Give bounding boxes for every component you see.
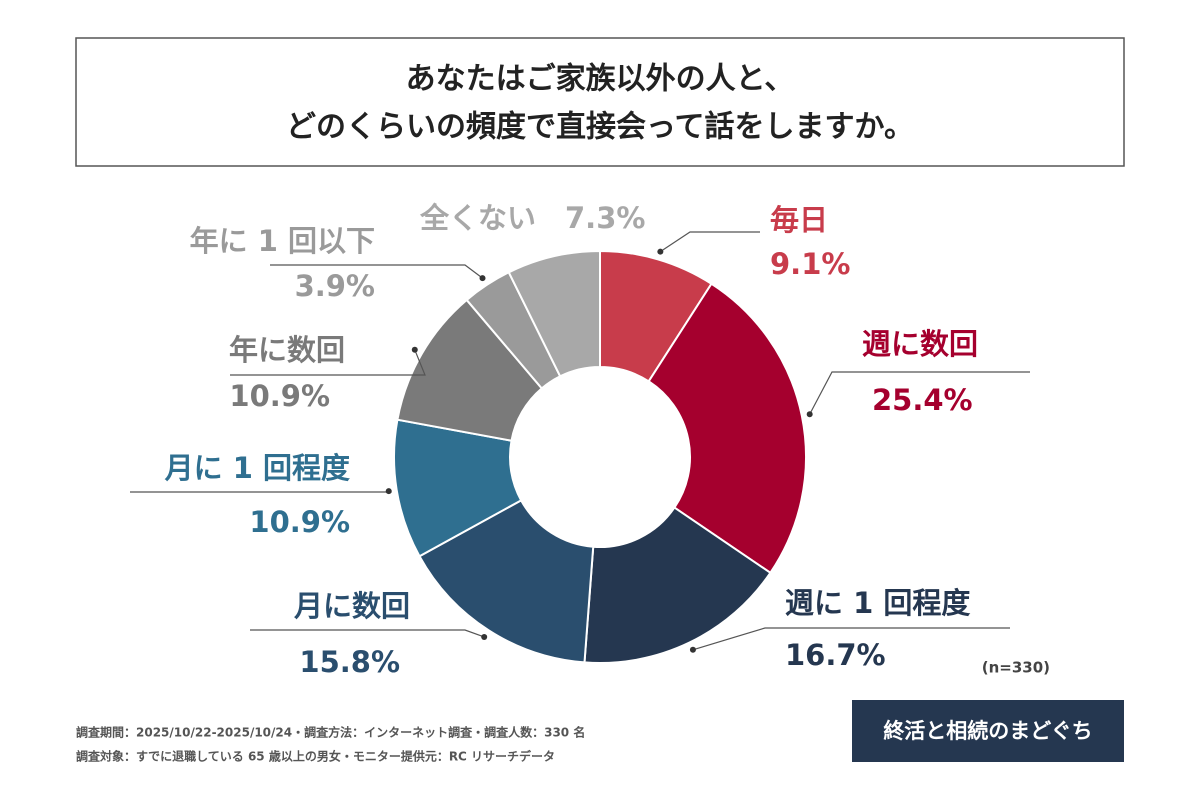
category-label: 週に数回 <box>862 327 978 361</box>
leader-dot <box>657 248 664 255</box>
leader-dot <box>689 646 696 653</box>
title-box <box>75 37 1125 167</box>
value-label: 7.3% <box>565 201 645 235</box>
category-label: 全くない <box>419 201 536 235</box>
leader-line <box>230 349 426 376</box>
value-label: 15.8% <box>299 645 400 679</box>
brand: 終活と相続のまどぐち <box>883 719 1092 743</box>
leader-dot <box>479 275 486 282</box>
leader-dot <box>481 633 488 640</box>
value-label: 3.9% <box>295 269 375 303</box>
footnote: 調査対象：すでに退職している 65 歳以上の男女・モニター提供元：RC リサーチ… <box>76 749 555 764</box>
leader-line <box>692 627 1010 651</box>
footnote: 調査期間：2025/10/22-2025/10/24・調査方法：インターネット調… <box>76 725 585 740</box>
chart-title: どのくらいの頻度で直接会って話をしますか。 <box>286 110 914 145</box>
chart-title: あなたはご家族以外の人と、 <box>406 62 795 97</box>
category-label: 年に数回 <box>229 333 345 367</box>
value-label: 10.9% <box>249 505 350 539</box>
leader-dot <box>411 346 418 353</box>
category-label: 月に 1 回程度 <box>164 451 350 485</box>
category-label: 年に 1 回以下 <box>190 224 375 258</box>
value-label: 9.1% <box>770 247 850 281</box>
value-label: 10.9% <box>229 379 330 413</box>
donut-slice <box>418 499 595 664</box>
value-label: 25.4% <box>872 383 973 417</box>
category-label: 毎日 <box>770 203 828 237</box>
leader-dot <box>806 411 813 418</box>
donut-slice <box>583 506 772 664</box>
donut-slice <box>507 249 601 378</box>
value-label: 16.7% <box>785 638 886 672</box>
leader-line <box>809 371 1030 415</box>
donut-slice <box>647 282 807 575</box>
leader-line <box>270 264 483 279</box>
category-label: 月に数回 <box>293 589 410 623</box>
category-label: 週に 1 回程度 <box>785 586 970 620</box>
leader-line <box>660 231 760 253</box>
sample-note: (n=330) <box>982 659 1050 677</box>
brand-box <box>852 700 1124 762</box>
leader-line <box>130 490 392 493</box>
leader-line <box>250 629 485 638</box>
leader-dot <box>385 488 392 495</box>
